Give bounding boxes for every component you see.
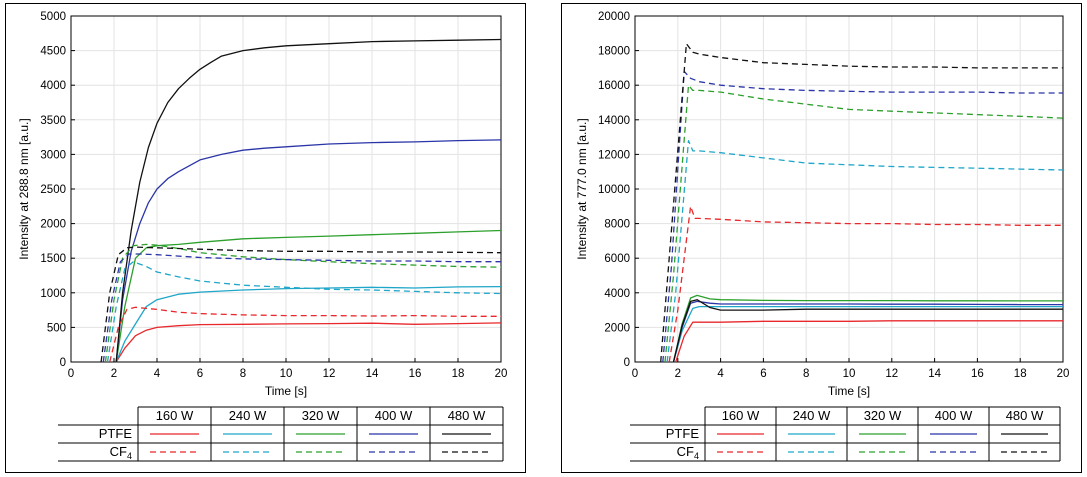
x-tick-label: 10	[280, 368, 293, 380]
y-tick-label: 16000	[598, 80, 630, 92]
series-line-ptfe-320w	[672, 294, 1063, 363]
legend-row-label-text: PTFE	[99, 426, 133, 441]
series-line-cf4-240w	[666, 139, 1064, 363]
series-line-cf4-320w	[104, 243, 502, 363]
legend-row-label: PTFE	[99, 426, 133, 441]
series-line-ptfe-320w	[115, 229, 502, 363]
series-line-cf4-400w	[102, 253, 501, 363]
series-line-cf4-480w	[100, 246, 502, 363]
y-tick-label: 5000	[40, 11, 66, 23]
y-tick-label: 8000	[604, 219, 630, 231]
series-line-ptfe-480w	[672, 299, 1063, 363]
x-tick-label: 10	[843, 368, 856, 380]
series-group	[100, 38, 502, 363]
series-line-ptfe-400w	[115, 139, 502, 363]
chart-panel-left: 0 2 4 6 8 10 12 14 16 18 20 0 500 1000 1500 2000 2500 300…	[5, 3, 526, 473]
legend: 160 W 240 W 320 W 400 W 480 W PTFE CF4	[58, 406, 504, 462]
y-tick-label: 10000	[598, 184, 630, 196]
series-line-ptfe-480w	[115, 38, 502, 363]
chart-288nm: 0 2 4 6 8 10 12 14 16 18 20 0 500 1000 1500 2000 2500 300…	[17, 11, 508, 462]
x-tick-label: 12	[323, 368, 336, 380]
x-tick-label: 2	[675, 368, 681, 380]
series-group	[660, 43, 1064, 363]
y-axis-label: Intensity at 777.0 nm [a.u.]	[575, 118, 589, 259]
legend-row-label: CF4	[110, 444, 132, 461]
x-tick-label: 16	[971, 368, 984, 380]
chart-panel-right: 0 2 4 6 8 10 12 14 16 18 20 0 2000 4000 6000 8000 10000 1…	[561, 3, 1082, 473]
x-tick-label: 6	[760, 368, 766, 380]
x-tick-label: 8	[803, 368, 809, 380]
legend-row-label-text: CF	[677, 444, 694, 459]
legend-column-header: 400 W	[375, 408, 413, 423]
series-line-cf4-320w	[664, 84, 1064, 363]
series-line-ptfe-240w	[115, 285, 502, 363]
y-tick-label: 2000	[40, 219, 66, 231]
x-tick-label: 4	[154, 368, 161, 380]
legend-column-header: 400 W	[935, 408, 973, 423]
y-tick-label: 12000	[598, 149, 630, 161]
y-tick-label: 4000	[604, 288, 630, 300]
series-line-cf4-160w	[109, 306, 501, 363]
legend: 160 W 240 W 320 W 400 W 480 W PTFE CF4	[630, 406, 1061, 462]
y-tick-label: 18000	[598, 46, 630, 58]
series-line-cf4-240w	[106, 261, 502, 363]
legend-column-header: 240 W	[793, 408, 831, 423]
x-tick-label: 18	[452, 368, 465, 380]
x-tick-label: 8	[240, 368, 246, 380]
x-tick-label: 20	[495, 368, 508, 380]
x-tick-label: 18	[1014, 368, 1027, 380]
x-tick-label: 6	[197, 368, 203, 380]
legend-column-header: 240 W	[229, 408, 267, 423]
legend-row-label: PTFE	[666, 426, 700, 441]
legend-row-label: CF4	[677, 444, 699, 461]
legend-row-label-subscript: 4	[694, 451, 699, 461]
y-tick-label: 0	[624, 357, 630, 369]
legend-column-header: 160 W	[156, 408, 194, 423]
y-tick-label: 4500	[40, 46, 66, 58]
series-line-ptfe-160w	[115, 322, 502, 363]
x-tick-label: 14	[928, 368, 941, 380]
y-tick-label: 2000	[604, 322, 630, 334]
y-tick-label: 2500	[40, 184, 66, 196]
legend-column-header: 320 W	[302, 408, 340, 423]
y-tick-label: 20000	[598, 11, 630, 23]
y-axis-label: Intensity at 288.8 nm [a.u.]	[17, 118, 31, 259]
legend-column-header: 480 W	[448, 408, 486, 423]
legend-column-header: 160 W	[722, 408, 760, 423]
x-tick-label: 20	[1057, 368, 1070, 380]
chart-777nm: 0 2 4 6 8 10 12 14 16 18 20 0 2000 4000 6000 8000 10000 1…	[575, 11, 1070, 462]
y-tick-label: 6000	[604, 253, 630, 265]
y-tick-label: 14000	[598, 115, 630, 127]
y-tick-label: 0	[60, 357, 66, 369]
y-tick-label: 500	[47, 322, 66, 334]
legend-row-label-text: CF	[110, 444, 127, 459]
y-tick-label: 3000	[40, 149, 66, 161]
series-line-ptfe-240w	[672, 305, 1063, 363]
x-tick-label: 2	[111, 368, 117, 380]
series-line-ptfe-160w	[675, 320, 1063, 363]
x-tick-label: 0	[632, 368, 638, 380]
series-line-cf4-400w	[662, 70, 1063, 363]
legend-column-header: 320 W	[864, 408, 902, 423]
series-line-cf4-480w	[660, 43, 1063, 363]
x-axis-label: Time [s]	[828, 384, 870, 398]
legend-row-label-subscript: 4	[127, 451, 132, 461]
x-tick-label: 0	[68, 368, 74, 380]
x-tick-label: 4	[717, 368, 724, 380]
series-line-ptfe-400w	[672, 300, 1063, 363]
x-tick-label: 14	[366, 368, 379, 380]
x-tick-label: 16	[409, 368, 422, 380]
y-tick-label: 1000	[40, 288, 66, 300]
y-tick-label: 1500	[40, 253, 66, 265]
y-tick-label: 4000	[40, 80, 66, 92]
x-tick-label: 12	[885, 368, 898, 380]
x-axis-label: Time [s]	[265, 384, 307, 398]
legend-column-header: 480 W	[1006, 408, 1044, 423]
series-line-cf4-160w	[668, 205, 1063, 363]
y-tick-label: 3500	[40, 115, 66, 127]
legend-row-label-text: PTFE	[666, 426, 700, 441]
